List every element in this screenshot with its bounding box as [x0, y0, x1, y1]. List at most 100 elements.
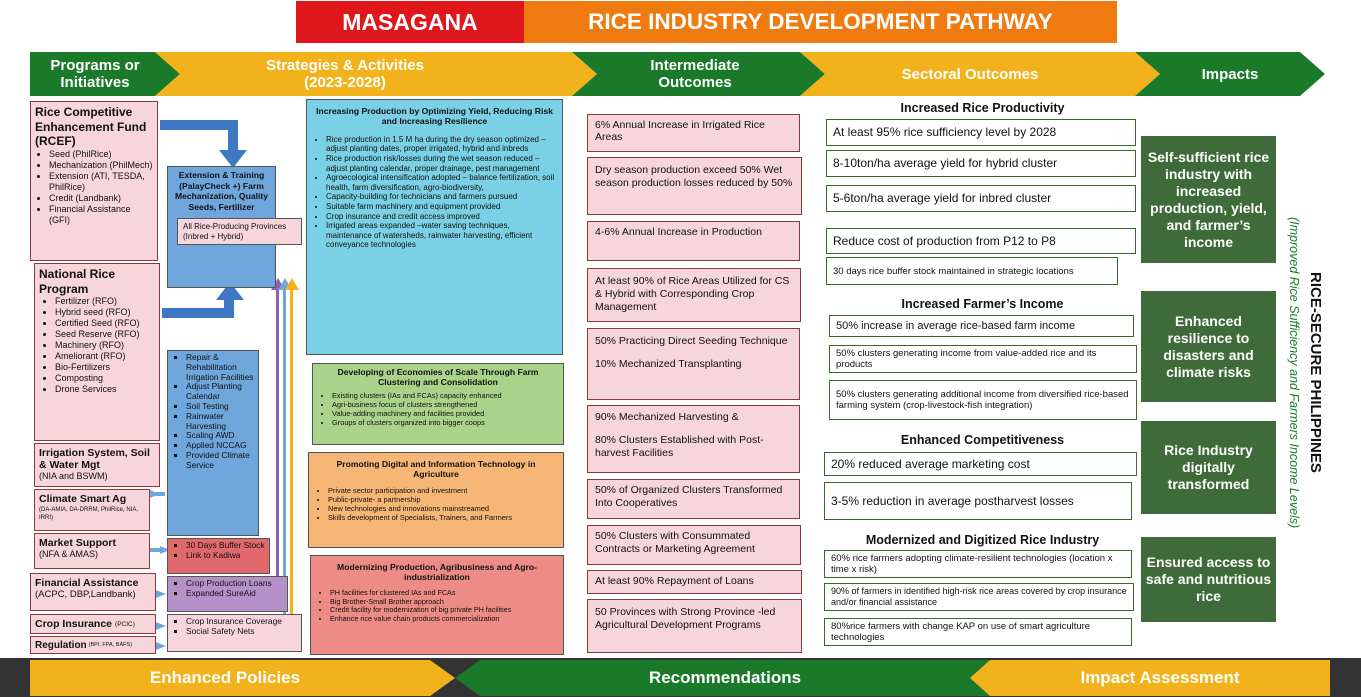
sectoral-outcome: Reduce cost of production from P12 to P8: [826, 228, 1136, 254]
line-orange: [290, 282, 293, 647]
list-item: Irrigated areas expanded –water saving t…: [326, 221, 556, 250]
list-item: Public-private- a partnership: [328, 495, 557, 504]
footer-center: Recommendations: [648, 668, 802, 687]
strategy-clustering: Developing of Economies of Scale Through…: [312, 363, 564, 445]
list-item: Scaling AWD: [186, 431, 254, 441]
list-item: Crop Insurance Coverage: [186, 616, 297, 627]
program-climate-title: Climate Smart Ag: [39, 493, 127, 505]
footer-left-arrow: [30, 660, 455, 696]
list-item: PH facilities for clustered IAs and FCAs: [330, 588, 557, 598]
side-sub: (Improved Rice Sufficiency and Farmers I…: [1287, 216, 1301, 529]
list-item: Skills development of Specialists, Train…: [328, 513, 557, 522]
program-regulation-sub: (BPI, FPA, BAFS): [88, 641, 132, 648]
list-item: Bio-Fertilizers: [55, 362, 155, 373]
sectoral-outcome: 50% clusters generating additional incom…: [829, 380, 1137, 420]
list-item: Credit (Landbank): [49, 193, 153, 204]
intermediate-outcome: 50 Provinces with Strong Province -led A…: [587, 599, 802, 653]
intermediate-outcome: Dry season production exceed 50% Wet sea…: [587, 157, 802, 215]
list-item: Expanded SureAid: [186, 588, 283, 599]
sectoral-heading: Increased Rice Productivity: [900, 101, 1065, 115]
strategy-title: Increasing Production by Optimizing Yiel…: [316, 106, 553, 127]
connector-arrows: [150, 120, 299, 650]
col-sectoral: Sectoral Outcomes: [901, 65, 1039, 83]
list-item: Private sector participation and investm…: [328, 486, 557, 495]
program-market: Market Support (NFA & AMAS): [34, 533, 150, 569]
footer-right: Impact Assessment: [1080, 668, 1240, 687]
financial-activities: Crop Production Loans Expanded SureAid: [167, 576, 288, 612]
col-impacts: Impacts: [1201, 65, 1259, 83]
list-item: Applied NCCAG: [186, 440, 254, 451]
sectoral-outcome: 8-10ton/ha average yield for hybrid clus…: [826, 150, 1136, 177]
sectoral-heading: Increased Farmer’s Income: [901, 297, 1064, 311]
list-item: Financial Assistance (GFI): [49, 204, 153, 226]
sectoral-heading: Enhanced Competitiveness: [900, 433, 1065, 447]
list-item: Existing clusters (IAs and FCAs) capacit…: [332, 391, 557, 400]
program-financial-sub: (ACPC, DBP,Landbank): [35, 589, 136, 600]
list-item: Value-adding machinery and facilities pr…: [332, 409, 557, 418]
sectoral-outcome: 50% clusters generating income from valu…: [829, 345, 1137, 373]
footer-arrows: [30, 660, 1330, 696]
list-item: Social Safety Nets: [186, 626, 297, 637]
col-programs: Programs or Initiatives: [50, 57, 140, 91]
program-nrp: National Rice Program Fertilizer (RFO) H…: [34, 263, 160, 441]
line-purple: [276, 285, 279, 611]
chevron-programs: [30, 52, 180, 96]
list-item: Rice production in 1.5 M ha during the d…: [326, 135, 556, 154]
list-item: Certified Seed (RFO): [55, 318, 155, 329]
program-climate-sub: (DA-AMIA, DA-DRRM, PhilRice, NIA, IRRI): [39, 507, 139, 521]
list-item: Fertilizer (RFO): [55, 296, 155, 307]
list-item: Rice production risk/losses during the w…: [326, 154, 556, 173]
footer-right-arrow: [970, 660, 1330, 696]
list-item: Big Brother-Small Brother approach: [330, 597, 557, 607]
strategy-digital: Promoting Digital and Information Techno…: [308, 452, 564, 548]
program-regulation-title: Regulation: [35, 639, 87, 651]
list-item: Seed (PhilRice): [49, 149, 153, 160]
program-financial: Financial Assistance (ACPC, DBP,Landbank…: [30, 573, 156, 611]
arrowhead: [156, 622, 166, 630]
list-item: Repair & Rehabilitation Irrigation Facil…: [186, 352, 254, 382]
impact-box: Enhanced resilience to disasters and cli…: [1141, 291, 1276, 402]
list-item: Agroecological intensification adopted –…: [326, 173, 556, 192]
title-brand: [296, 1, 524, 43]
chevron-sectoral: [800, 52, 1160, 96]
arrow-rcef: [160, 120, 247, 168]
sectoral-outcome: 90% of farmers in identified high-risk r…: [824, 583, 1134, 611]
strategy-modernizing: Modernizing Production, Agribusiness and…: [310, 555, 564, 655]
line-blue: [283, 282, 286, 627]
program-rcef: Rice Competitive Enhancement Fund (RCEF)…: [30, 101, 158, 261]
irrigation-activities: Repair & Rehabilitation Irrigation Facil…: [167, 350, 259, 536]
arrowhead: [156, 642, 166, 650]
program-market-title: Market Support: [39, 537, 117, 549]
outcome-line: 90% Mechanized Harvesting &: [595, 411, 739, 423]
extension-title: Extension & Training (PalayCheck +) Farm…: [174, 170, 269, 212]
outcome-line: 50% Practicing Direct Seeding Technique: [595, 335, 788, 347]
impact-box: Ensured access to safe and nutritious ri…: [1141, 537, 1276, 622]
extension-inner: All Rice-Producing Provinces (Inbred + H…: [177, 218, 302, 245]
intermediate-outcome: At least 90% Repayment of Loans: [587, 570, 802, 594]
list-item: Machinery (RFO): [55, 340, 155, 351]
chevron-strategies: [155, 52, 597, 96]
strategy-title: Modernizing Production, Agribusiness and…: [337, 562, 537, 583]
list-item: Mechanization (PhilMech): [49, 160, 153, 171]
intermediate-outcome: 50% of Organized Clusters Transformed In…: [587, 479, 800, 519]
chevron-impacts: [1135, 52, 1325, 96]
list-item: Rainwater Harvesting: [186, 411, 254, 432]
list-item: Credit facility for modernization of big…: [330, 606, 557, 615]
intermediate-outcome-group: 50% Practicing Direct Seeding Technique …: [587, 328, 800, 400]
list-item: Ameliorant (RFO): [55, 351, 155, 362]
arrowhead: [156, 590, 166, 598]
strategy-title: Developing of Economies of Scale Through…: [337, 367, 539, 388]
intermediate-outcome: 4-6% Annual Increase in Production: [587, 221, 800, 261]
footer-center-arrow: [455, 660, 990, 696]
sectoral-outcome: 5-6ton/ha average yield for inbred clust…: [826, 185, 1136, 212]
side-label: RICE-SECURE PHILIPPINES (Improved Rice S…: [1287, 100, 1347, 645]
program-nrp-title: National Rice Program: [39, 267, 116, 296]
program-rcef-list: Seed (PhilRice) Mechanization (PhilMech)…: [35, 149, 153, 226]
program-crop-insurance-title: Crop Insurance: [35, 617, 113, 630]
list-item: Groups of clusters organized into bigger…: [332, 418, 557, 427]
extension-box: Extension & Training (PalayCheck +) Farm…: [167, 166, 302, 288]
program-crop-insurance-sub: (PCIC): [115, 620, 135, 628]
arrow-shaft: [150, 548, 164, 552]
program-crop-insurance: Crop Insurance (PCIC): [30, 614, 156, 634]
sectoral-heading: Modernized and Digitized Rice Industry: [865, 533, 1100, 547]
